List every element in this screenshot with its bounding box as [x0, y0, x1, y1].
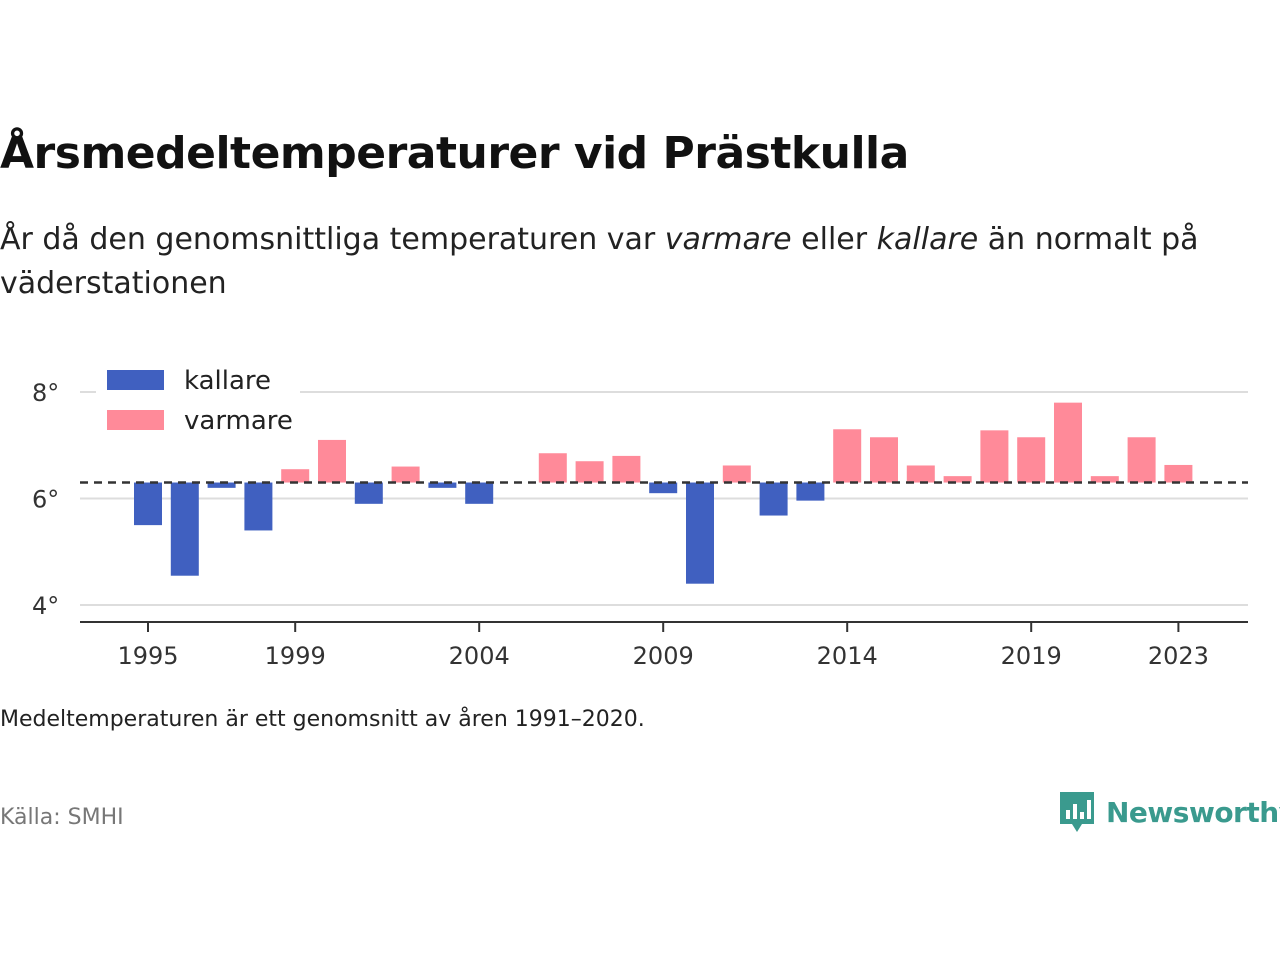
subtitle-cold-word: kallare	[876, 222, 979, 257]
bar-2006	[538, 453, 567, 483]
x-tick-label: 1995	[117, 642, 178, 670]
axes: 4° 6° 8° 1995 1999 2004 2009 2014 2019 2023	[32, 379, 1248, 670]
bar-1996	[170, 482, 199, 576]
bar-2001	[354, 482, 383, 504]
legend: kallare varmare	[96, 362, 300, 442]
bar-2018	[980, 430, 1009, 483]
bar-2019	[1017, 437, 1046, 483]
bar-1995	[134, 482, 162, 526]
bar-2015	[870, 437, 898, 483]
temperature-bar-chart: 4° 6° 8° 1995 1999 2004 2009 2014 2019 2023 kalla…	[32, 362, 1248, 670]
bar-2016	[906, 465, 935, 483]
bar-2010	[686, 482, 714, 584]
source-text: Källa: SMHI	[0, 805, 124, 830]
y-tick-label: 8°	[32, 379, 59, 407]
subtitle-warm-word: varmare	[664, 222, 792, 257]
bar-2013	[796, 482, 825, 501]
x-tick-label: 2014	[817, 642, 878, 670]
x-tick-label: 2009	[633, 642, 694, 670]
chart-title: Årsmedeltemperaturer vid Prästkulla	[0, 128, 909, 179]
bar-2021	[1090, 476, 1119, 483]
bar-2020	[1054, 402, 1082, 483]
bar-2004	[465, 482, 494, 504]
subtitle-text-1: År då den genomsnittliga temperaturen va…	[0, 222, 665, 257]
bar-2023	[1164, 464, 1193, 483]
bar-2003	[428, 482, 457, 488]
legend-label-varmare: varmare	[184, 406, 293, 436]
brand-name: Newsworthy	[1106, 795, 1280, 829]
subtitle-text-2: eller	[791, 222, 877, 257]
bar-2009	[649, 482, 678, 494]
bar-1999	[281, 469, 310, 483]
legend-label-kallare: kallare	[184, 366, 271, 396]
x-tick-label: 2019	[1001, 642, 1062, 670]
legend-swatch-kallare	[107, 370, 164, 390]
legend-swatch-varmare	[107, 410, 164, 430]
y-tick-label: 4°	[32, 592, 59, 620]
x-tick-label: 1999	[265, 642, 326, 670]
chart-note: Medeltemperaturen är ett genomsnitt av å…	[0, 707, 645, 732]
newsworthy-logo-icon	[1060, 792, 1094, 832]
bar-2014	[833, 429, 862, 483]
bar-2017	[943, 476, 972, 483]
bar-2008	[612, 455, 641, 483]
bars	[134, 402, 1193, 584]
newsworthy-brand[interactable]: Newsworthy	[1058, 790, 1280, 834]
bar-2012	[759, 482, 788, 516]
subtitle-text-3: än normalt på väderstationen	[0, 222, 1199, 301]
y-tick-label: 6°	[32, 486, 59, 514]
bar-2007	[575, 461, 604, 483]
bar-2011	[722, 465, 751, 483]
x-tick-label: 2004	[449, 642, 510, 670]
bar-2022	[1127, 437, 1156, 483]
bar-1998	[244, 482, 273, 531]
bar-2002	[391, 466, 420, 483]
x-tick-label: 2023	[1148, 642, 1209, 670]
bar-1997	[207, 482, 236, 488]
bar-2000	[318, 439, 346, 483]
chart-subtitle: År då den genomsnittliga temperaturen va…	[0, 218, 1270, 306]
